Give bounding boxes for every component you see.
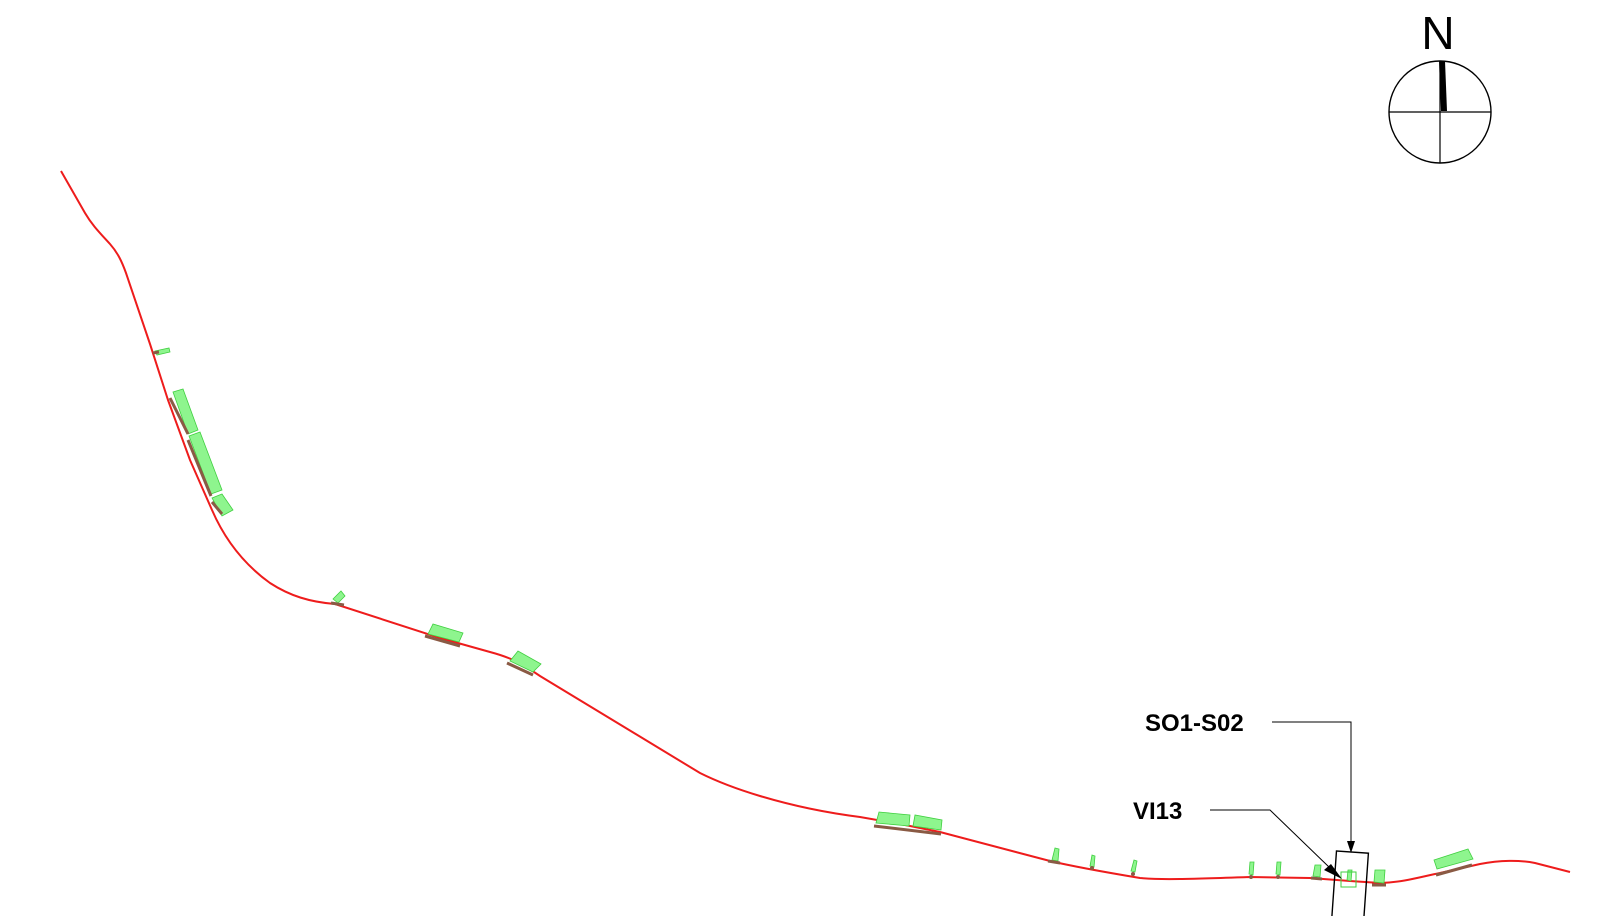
structure-marker bbox=[1340, 869, 1357, 888]
structure-marker bbox=[210, 493, 234, 517]
leader-arrow-icon bbox=[1347, 841, 1355, 853]
structure-markers bbox=[152, 347, 1474, 888]
callout-so1-s02: SO1-S02 bbox=[1145, 710, 1355, 853]
leader-arrow-icon bbox=[1324, 864, 1342, 879]
callout-label-vi13: VI13 bbox=[1133, 798, 1182, 825]
structure-marker bbox=[506, 650, 542, 677]
callout-frame-so1-s02 bbox=[1330, 850, 1370, 916]
north-arrow-icon: N bbox=[1388, 7, 1492, 164]
structure-marker bbox=[1433, 848, 1474, 877]
structure-marker bbox=[424, 623, 464, 648]
leader-line-vi13 bbox=[1210, 809, 1331, 869]
structure-marker bbox=[1248, 861, 1255, 879]
structure-marker bbox=[1047, 847, 1061, 865]
route-alignment-line bbox=[60, 170, 1571, 885]
structure-marker bbox=[330, 590, 346, 607]
compass-needle bbox=[1439, 61, 1447, 111]
north-label: N bbox=[1421, 7, 1454, 59]
structure-marker bbox=[1275, 861, 1282, 879]
structure-marker bbox=[873, 811, 943, 836]
structure-marker bbox=[168, 388, 199, 435]
structure-marker bbox=[186, 431, 223, 497]
structure-marker bbox=[1372, 869, 1386, 887]
structure-marker bbox=[152, 347, 171, 356]
leader-line-so1-s02 bbox=[1272, 721, 1352, 841]
structure-marker bbox=[1310, 864, 1323, 881]
callout-vi13: VI13 bbox=[1133, 798, 1342, 879]
callout-label-so1-s02: SO1-S02 bbox=[1145, 710, 1244, 737]
structure-marker bbox=[1130, 859, 1138, 876]
structure-marker bbox=[1089, 854, 1096, 870]
